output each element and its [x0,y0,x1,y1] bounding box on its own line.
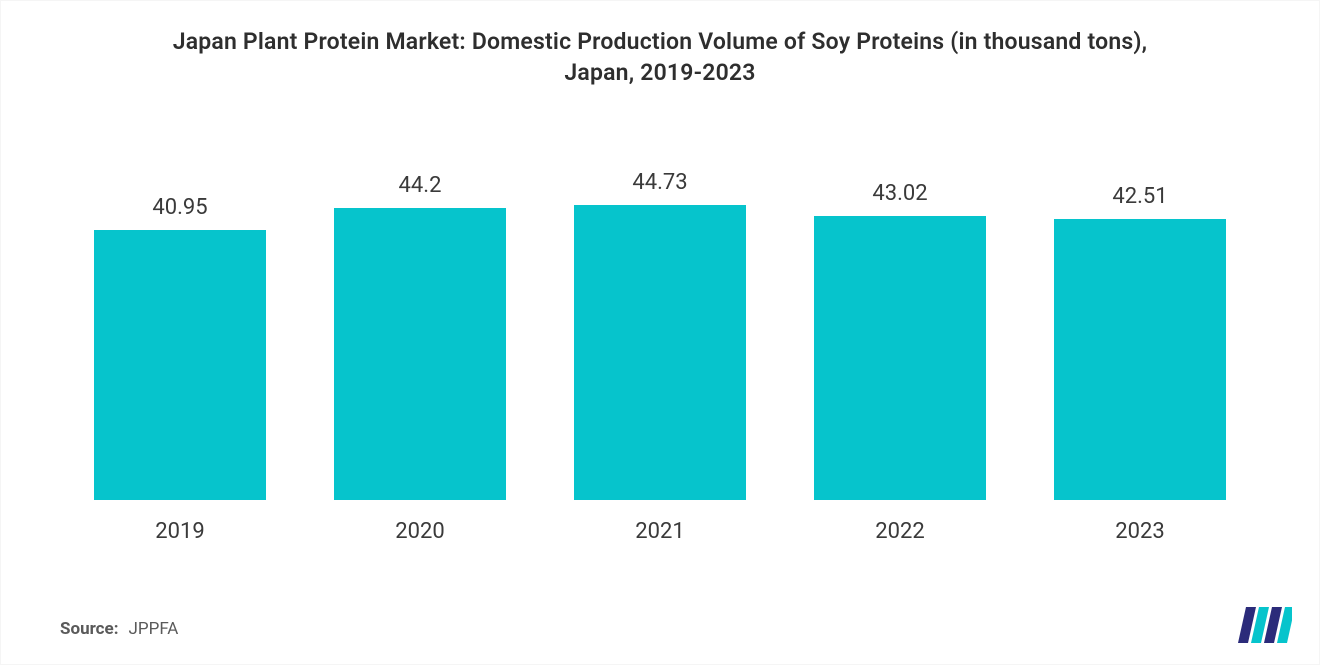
bar-value-label: 44.73 [540,170,780,195]
source-footer: Source: JPPFA [60,619,178,639]
category-label: 2019 [60,519,300,544]
bar-chart: 40.9544.244.7343.0242.51 201920202021202… [60,170,1260,530]
bar [814,216,987,500]
bar-value-label: 42.51 [1020,184,1260,209]
bar-value-label: 44.2 [300,173,540,198]
bar [574,205,747,500]
bar [334,208,507,500]
bar-group: 44.2 [300,170,540,500]
bar-value-label: 43.02 [780,181,1020,206]
bar [1054,219,1227,500]
category-label: 2023 [1020,519,1260,544]
chart-title-line1: Japan Plant Protein Market: Domestic Pro… [173,28,1148,55]
bar-value-label: 40.95 [60,195,300,220]
chart-title: Japan Plant Protein Market: Domestic Pro… [0,0,1320,88]
bar [94,230,267,500]
source-name: JPPFA [128,619,178,639]
bar-group: 40.95 [60,170,300,500]
source-prefix: Source: [60,619,118,639]
category-label: 2020 [300,519,540,544]
category-label: 2022 [780,519,1020,544]
chart-title-line2: Japan, 2019-2023 [564,59,755,86]
bar-group: 43.02 [780,170,1020,500]
brand-logo-icon [1236,605,1292,645]
bar-group: 44.73 [540,170,780,500]
bars-container: 40.9544.244.7343.0242.51 [60,170,1260,500]
category-axis: 20192020202120222023 [60,519,1260,544]
category-label: 2021 [540,519,780,544]
bar-group: 42.51 [1020,170,1260,500]
